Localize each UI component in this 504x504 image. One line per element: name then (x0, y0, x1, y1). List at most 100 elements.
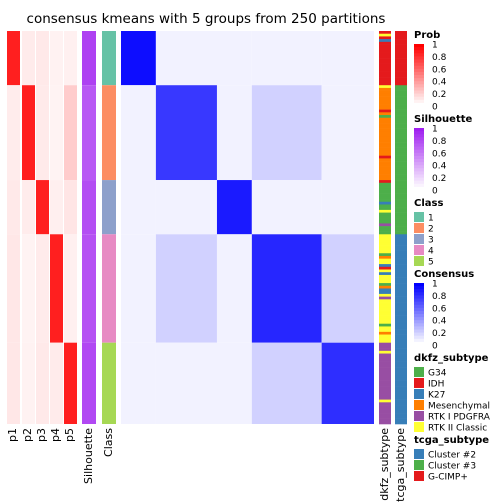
dkfz-cell (379, 163, 391, 167)
dkfz-cell (379, 39, 391, 43)
dkfz-cell (379, 106, 391, 110)
tcga-cell (395, 47, 407, 51)
tcga-cell (395, 369, 407, 373)
dkfz-cell (379, 174, 391, 178)
tcga-cell (395, 367, 407, 371)
legend-item-label: 1 (428, 214, 434, 224)
legend-gradient-step (414, 314, 424, 318)
dkfz-cell (379, 142, 391, 146)
tcga-cell (395, 247, 407, 251)
dkfz-cell (379, 418, 391, 422)
dkfz-cell (379, 201, 391, 205)
legend-gradient-step (414, 140, 424, 144)
tcga-cell (395, 405, 407, 409)
consensus-block (121, 85, 156, 181)
tcga-cell (395, 356, 407, 360)
dkfz-cell (379, 383, 391, 387)
tcga-cell (395, 207, 407, 211)
consensus-matrix (121, 31, 374, 424)
tcga-cell (395, 120, 407, 124)
legend-gradient-step (414, 50, 424, 54)
tcga-cell (395, 44, 407, 48)
dkfz-cell (379, 52, 391, 56)
dkfz-cell (379, 49, 391, 53)
legend-swatch (414, 234, 424, 244)
legend-gradient-step (414, 134, 424, 138)
legend-gradient-step (414, 326, 424, 330)
legend-gradient-step (414, 93, 424, 98)
legend-gradient-step (414, 137, 424, 141)
legend-tick: 0.2 (432, 329, 446, 339)
annotation-labels: dkfz_subtype tcga_subtype (378, 428, 407, 502)
consensus-block (216, 234, 252, 343)
dkfz-cell (379, 120, 391, 124)
legend-item-label: Mesenchymal (428, 402, 490, 412)
dkfz-cell (379, 245, 391, 249)
dkfz-cell (379, 63, 391, 67)
legend-gradient-step (414, 177, 424, 182)
tcga-cell (395, 250, 407, 254)
tcga-cell (395, 93, 407, 97)
legend-gradient-step (414, 81, 424, 85)
dkfz-cell (379, 161, 391, 165)
tcga-cell (395, 199, 407, 203)
legend-tick: 0 (432, 187, 438, 197)
dkfz-cell (379, 296, 391, 300)
dkfz-cell (379, 350, 391, 354)
dkfz-cell (379, 356, 391, 360)
legend-gradient-step (414, 317, 424, 321)
column-label: p2 (21, 428, 34, 442)
legend-gradient-step (414, 143, 424, 147)
dkfz-cell (379, 334, 391, 338)
tcga-cell (395, 266, 407, 270)
tcga-cell (395, 337, 407, 341)
legend-item-label: K27 (428, 391, 445, 401)
tcga-cell (395, 402, 407, 406)
dkfz-cell (379, 117, 391, 121)
silhouette-cell (82, 31, 96, 86)
dkfz-cell (379, 231, 391, 235)
dkfz-cell (379, 369, 391, 373)
dkfz-cell (379, 98, 391, 102)
chart-title: consensus kmeans with 5 groups from 250 … (27, 11, 386, 27)
prob-cell (64, 85, 77, 181)
consensus-block (251, 180, 322, 235)
tcga-cell (395, 342, 407, 346)
tcga-cell (395, 209, 407, 213)
tcga-cell (395, 66, 407, 70)
tcga-cell (395, 142, 407, 146)
dkfz-cell (379, 209, 391, 213)
tcga-cell (395, 388, 407, 392)
legend-gradient-step (414, 186, 424, 191)
tcga-cell (395, 326, 407, 330)
legend-tick: 0.6 (432, 65, 447, 75)
tcga-cell (395, 161, 407, 165)
prob-cell (7, 31, 20, 86)
dkfz-cell (379, 215, 391, 219)
dkfz-cell (379, 220, 391, 224)
tcga-cell (395, 182, 407, 186)
dkfz-cell (379, 310, 391, 314)
dkfz-cell (379, 288, 391, 292)
consensus-block (155, 234, 217, 343)
tcga-cell (395, 104, 407, 108)
legend-gradient-step (414, 59, 424, 63)
dkfz-subtype-annotation (379, 31, 391, 425)
tcga-cell (395, 77, 407, 81)
dkfz-cell (379, 66, 391, 70)
dkfz-cell (379, 266, 391, 270)
legend-gradient-step (414, 289, 424, 293)
legend-gradient-step (414, 62, 424, 67)
tcga-cell (395, 377, 407, 381)
tcga-cell (395, 396, 407, 400)
tcga-cell (395, 394, 407, 398)
tcga-cell (395, 177, 407, 181)
dkfz-cell (379, 180, 391, 184)
dkfz-cell (379, 128, 391, 132)
consensus-block (121, 342, 156, 424)
tcga-cell (395, 190, 407, 194)
legend-title: Prob (414, 30, 440, 41)
legend-gradient-step (414, 323, 424, 327)
legend-tick: 0 (432, 103, 438, 113)
dkfz-cell (379, 326, 391, 330)
